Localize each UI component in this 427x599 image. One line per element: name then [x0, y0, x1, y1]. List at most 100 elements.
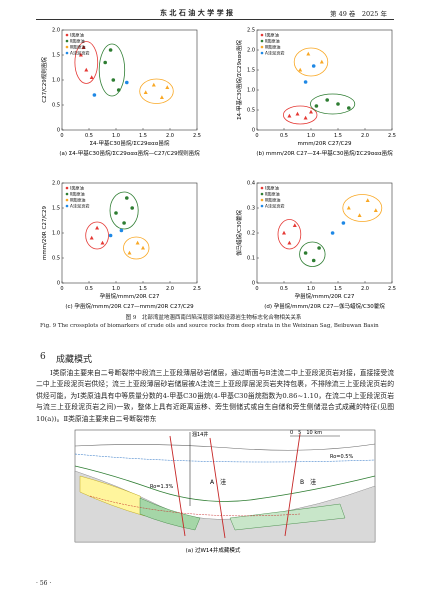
legend-label: Ⅰ类原油: [70, 185, 84, 192]
point: [116, 88, 121, 92]
y-tick-label: 0.2: [247, 231, 255, 237]
x-tick-label: 1.5: [139, 286, 147, 292]
legend-label: Ⅲ类原油: [265, 44, 280, 51]
point: [303, 251, 308, 255]
group-ellipse: [283, 105, 318, 125]
x-tick-label: 2.5: [193, 133, 201, 139]
point: [135, 240, 140, 245]
basement: [74, 470, 376, 543]
point: [119, 228, 124, 233]
point: [311, 64, 316, 68]
point: [287, 240, 292, 245]
point: [130, 206, 134, 210]
legend-label: Ⅲ类原油: [70, 44, 85, 51]
x-tick-label: 0.5: [280, 286, 288, 292]
legend-marker: [260, 39, 264, 43]
x-tick-label: 0: [255, 133, 258, 139]
group-ellipse: [85, 221, 109, 250]
layer: [74, 465, 376, 502]
scale-label: 0 5 10 km: [290, 430, 322, 436]
y-tick-label: 0.5: [52, 103, 60, 109]
y-tick-label: 1.0: [52, 78, 60, 84]
legend-marker: [260, 186, 264, 190]
y-tick-label: 0: [252, 128, 255, 134]
x-tick-label: 1.0: [307, 286, 315, 292]
y-axis-label: Σ4-甲基C30甾烷/ΣC29ααα甾烷: [235, 40, 243, 120]
x-tick-label: 0.5: [85, 286, 93, 292]
x-tick-label: 1.0: [307, 133, 315, 139]
legend-marker: [65, 39, 69, 43]
point: [95, 225, 100, 230]
cross-section: 涠14井 0 5 10 km Ro=0.5% Ro=1.3% A 洼 B 洼 (…: [74, 429, 376, 554]
x-tick-label: 0: [255, 286, 258, 292]
group-ellipse: [277, 219, 302, 250]
x-axis-label: mmm/20R C27/C29: [297, 141, 352, 147]
well-label: 涠14井: [192, 431, 208, 438]
point: [365, 198, 370, 202]
figure-caption-en: Fig. 9 The crossplots of biomarkers of c…: [40, 323, 379, 329]
legend-marker: [65, 51, 69, 55]
x-tick-label: 0: [60, 286, 63, 292]
header-rule: [36, 19, 394, 20]
legend-marker: [260, 204, 264, 208]
legend-label: Ⅱ类原油: [70, 191, 85, 198]
ro-label: Ro=1.3%: [150, 484, 173, 490]
point: [341, 221, 346, 225]
panel-caption: (d) 孕甾烷/mmm/20R C27—伽马蜡烷/C30藿烷: [264, 302, 385, 310]
point: [122, 221, 126, 225]
plots: 0 0.5 1.0 1.5 2.0 2.5 0 0.5 1.0 1.5 2.0 Σ4-甲基C30甾烷/…: [40, 28, 396, 310]
page-number: · 56 ·: [36, 580, 52, 587]
legend-marker: [260, 192, 264, 196]
legend-marker: [260, 45, 264, 49]
legend-label: A洼泥页岩: [265, 50, 285, 57]
legend-label: Ⅱ类原油: [70, 38, 85, 45]
legend-marker: [65, 45, 69, 49]
shale-body: [139, 497, 201, 531]
legend-label: A洼泥页岩: [70, 203, 90, 210]
group-ellipse: [139, 78, 174, 104]
legend-label: Ⅰ类原油: [265, 32, 279, 39]
y-tick-label: 2.0: [52, 181, 60, 187]
point: [306, 51, 311, 56]
point: [346, 205, 351, 210]
x-tick-label: 1.5: [334, 133, 342, 139]
plot-frame: [256, 29, 393, 131]
point: [81, 45, 86, 49]
x-tick-label: 2.5: [388, 286, 396, 292]
surface: [74, 443, 376, 451]
point: [89, 235, 94, 240]
legend-label: Ⅱ类原油: [265, 38, 280, 45]
section-title: 成藏模式: [56, 355, 93, 365]
point: [292, 223, 297, 227]
y-tick-label: 2.0: [52, 28, 60, 34]
group-ellipse: [123, 236, 150, 260]
paragraph: Ⅰ类原油主要来自二号断裂带中段流三上亚段薄层砂岩储层，通过断面与B洼流二中上亚段…: [36, 369, 394, 423]
point: [311, 258, 316, 263]
diagram-caption: (a) 过W14井成藏模式: [186, 546, 241, 554]
point: [108, 48, 113, 52]
point: [84, 67, 89, 72]
point: [100, 240, 105, 245]
section-number: 6: [40, 352, 46, 362]
point: [92, 93, 97, 97]
point: [298, 67, 303, 72]
point: [78, 52, 83, 57]
issue: 第 49 卷 2025 年: [330, 10, 388, 18]
y-tick-label: 0: [57, 128, 60, 134]
point: [303, 80, 308, 84]
panel-caption: (c) 孕甾烷/mmm/20R C27—mmm/20R C27/C29: [65, 302, 194, 310]
panel-caption: (a) Σ4-甲基C30甾烷/ΣC29ααα甾烷—C27/C29规则甾烷: [59, 149, 200, 157]
legend-label: Ⅲ类原油: [70, 197, 85, 204]
y-axis-label: mmm/20R C27/C29: [42, 205, 48, 260]
x-tick-label: 1.5: [334, 286, 342, 292]
y-tick-label: 0.1: [247, 256, 255, 262]
ro-line: [89, 495, 301, 517]
point: [89, 75, 94, 79]
group-ellipse: [74, 41, 99, 84]
x-tick-label: 2.0: [361, 133, 369, 139]
point: [127, 250, 132, 255]
y-tick-label: 2.5: [247, 28, 255, 34]
legend-label: Ⅲ类原油: [265, 197, 280, 204]
y-tick-label: 2.0: [247, 48, 255, 54]
